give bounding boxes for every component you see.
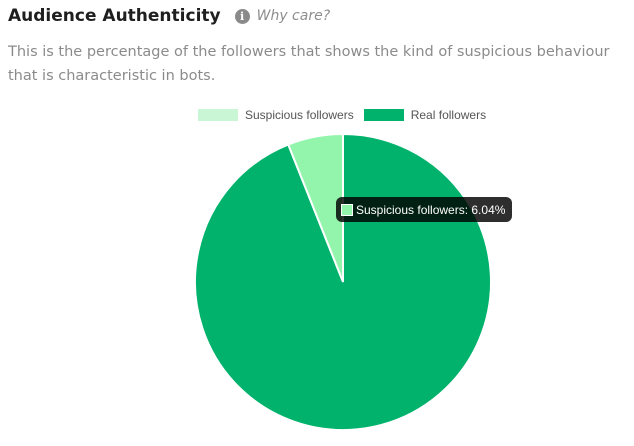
legend-label-suspicious: Suspicious followers (245, 108, 354, 122)
chart-legend: Suspicious followers Real followers (198, 108, 496, 122)
section-header: Audience Authenticity i Why care? This i… (8, 4, 628, 88)
section-title: Audience Authenticity (8, 6, 221, 26)
legend-label-real: Real followers (410, 108, 487, 122)
section-description: This is the percentage of the followers … (8, 44, 610, 84)
tooltip-text: Suspicious followers: 6.04% (356, 202, 506, 217)
why-care-link[interactable]: i Why care? (234, 8, 331, 24)
pie-slice-real-followers[interactable] (194, 132, 492, 431)
info-circle-icon[interactable]: i (234, 8, 250, 24)
legend-item-real[interactable]: Real followers (363, 108, 487, 122)
tooltip-swatch (341, 203, 353, 216)
title-row: Audience Authenticity i Why care? (8, 4, 628, 28)
chart-tooltip: Suspicious followers: 6.04% (336, 197, 513, 222)
legend-swatch-suspicious (198, 109, 238, 121)
legend-swatch-real (363, 109, 404, 121)
legend-item-suspicious[interactable]: Suspicious followers (198, 108, 354, 122)
why-care-label[interactable]: Why care? (256, 8, 331, 24)
